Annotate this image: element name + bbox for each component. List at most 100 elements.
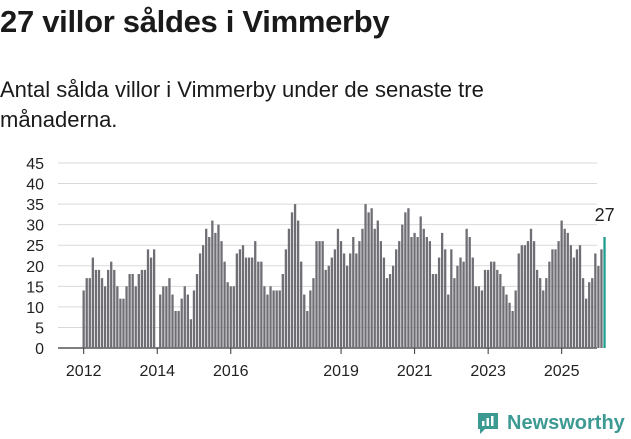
bar [122, 298, 125, 348]
bar [597, 265, 600, 348]
bar [551, 249, 554, 348]
bar [526, 241, 530, 348]
bar [367, 212, 370, 348]
y-tick-label: 15 [26, 279, 44, 296]
y-tick-label: 40 [26, 177, 44, 194]
bar [462, 261, 465, 348]
bar [134, 286, 137, 348]
y-tick-label: 25 [26, 238, 44, 255]
bar [477, 286, 481, 348]
bar [183, 286, 186, 348]
bar [557, 241, 560, 348]
bar [361, 228, 364, 348]
bar [465, 228, 468, 348]
bar [278, 290, 281, 348]
bar [493, 261, 496, 348]
bar [165, 286, 168, 348]
bar [349, 253, 352, 348]
bar [296, 220, 300, 348]
bar [241, 245, 245, 348]
bar [281, 274, 284, 348]
bar [342, 253, 346, 348]
bar [459, 257, 462, 348]
bars [82, 204, 606, 348]
bar [327, 265, 330, 348]
bar [284, 249, 288, 348]
bar [514, 290, 517, 348]
bar [201, 245, 205, 348]
newsworthy-logo: Newsworthy [476, 408, 625, 438]
annotation: 27 [595, 205, 615, 225]
bar [563, 228, 566, 348]
bar [379, 241, 383, 348]
bar [346, 265, 349, 348]
bar [131, 274, 134, 348]
bar [94, 269, 98, 348]
bar [502, 286, 505, 348]
bar [103, 286, 107, 348]
x-tick-label: 2023 [470, 363, 506, 380]
bar [355, 253, 358, 348]
bar [293, 204, 297, 348]
bar [422, 228, 425, 348]
y-axis: 0 5 10 15 20 25 30 35 40 45 [26, 156, 44, 358]
bar [223, 261, 226, 348]
y-tick-label: 10 [26, 300, 44, 317]
bar [303, 294, 306, 348]
bar [496, 269, 499, 348]
bar [189, 319, 193, 348]
y-tick-label: 45 [26, 156, 44, 173]
bar [88, 278, 91, 348]
bar [416, 237, 419, 348]
bar [128, 274, 131, 348]
bar [474, 286, 477, 348]
bar [171, 294, 174, 348]
bar [588, 282, 591, 348]
bar [517, 253, 520, 348]
bar [229, 286, 232, 348]
bar [269, 286, 272, 348]
y-tick-label: 0 [35, 341, 44, 358]
bar [410, 237, 413, 348]
bar [398, 241, 401, 348]
bar [425, 237, 428, 348]
bar [539, 278, 542, 348]
bar [318, 241, 321, 348]
bar [125, 286, 128, 348]
x-tick-label: 2019 [323, 363, 359, 380]
bar [508, 302, 511, 348]
bar [385, 278, 389, 348]
bar [186, 294, 189, 348]
bar [456, 265, 459, 348]
bar [336, 228, 340, 348]
bar [217, 224, 220, 348]
bar [146, 249, 150, 348]
bar [352, 237, 355, 348]
bar [444, 249, 447, 348]
bar [107, 269, 110, 348]
bar [532, 241, 536, 348]
bar [232, 286, 235, 348]
bar [486, 269, 490, 348]
x-tick-label: 2021 [397, 363, 433, 380]
bar [373, 228, 376, 348]
bar [198, 253, 202, 348]
newsworthy-logo-icon [478, 413, 498, 434]
bar [208, 237, 211, 348]
bar [419, 216, 422, 348]
bar [339, 241, 343, 348]
bar [413, 232, 416, 348]
bar [333, 249, 337, 348]
last-value-label: 27 [595, 205, 615, 225]
bar [447, 294, 450, 348]
bar [480, 290, 484, 348]
chart-title: 27 villor såldes i Vimmerby [0, 4, 390, 39]
bar [275, 290, 278, 348]
bar [205, 228, 208, 348]
bar [211, 220, 214, 348]
bar [560, 220, 563, 348]
bar [428, 241, 432, 348]
bar [545, 278, 548, 348]
bar [584, 298, 588, 348]
bar [505, 294, 508, 348]
